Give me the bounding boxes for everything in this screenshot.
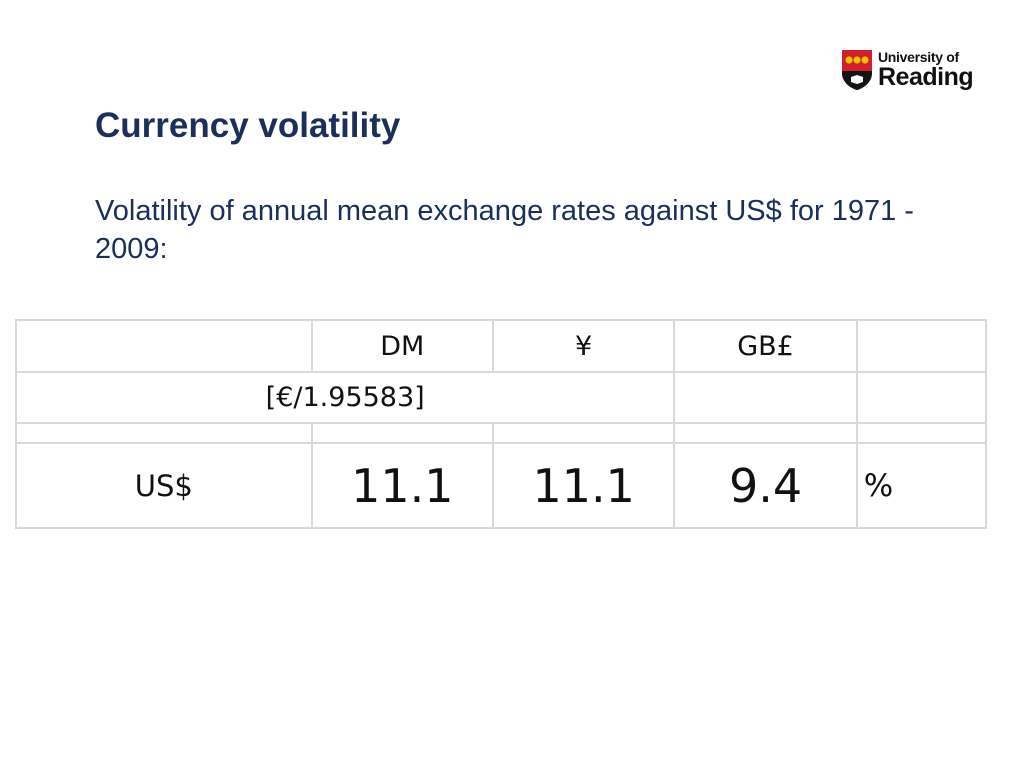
conversion-empty-cell [855,371,988,424]
slide-title: Currency volatility [95,106,401,145]
conversion-empty-cell [673,371,858,424]
header-cell-empty [15,319,313,373]
header-cell-dm: DM [310,319,494,373]
header-cell-yen: ¥ [491,319,676,373]
value-gbp: 9.4 [673,442,858,529]
logo-line-university: University of [878,49,959,65]
slide-subtitle: Volatility of annual mean exchange rates… [95,195,914,265]
logo-line-reading: Reading [878,63,974,91]
value-dm: 11.1 [310,442,494,529]
conversion-note-cell: [€/1.95583] [14,371,676,424]
table-header-row: DM ¥ GB£ [15,319,988,373]
spacer-cell [855,422,988,444]
header-cell-gbp: GB£ [673,319,858,373]
value-yen: 11.1 [491,442,676,529]
table-conversion-row: [€/1.95583] [14,371,988,424]
row-label-usd: US$ [15,442,313,529]
university-logo: University of Reading [841,46,981,94]
unit-percent: % [855,442,988,529]
spacer-cell [310,422,494,444]
crest-shield-icon [842,50,872,90]
table-row: US$ 11.1 11.1 9.4 % [15,442,988,529]
table-spacer-row [15,422,988,444]
spacer-cell [15,422,313,444]
header-cell-unit [855,319,988,373]
spacer-cell [491,422,676,444]
spacer-cell [673,422,858,444]
volatility-table: DM ¥ GB£ [€/1.95583] US$ 11.1 11.1 9.4 % [14,319,988,529]
